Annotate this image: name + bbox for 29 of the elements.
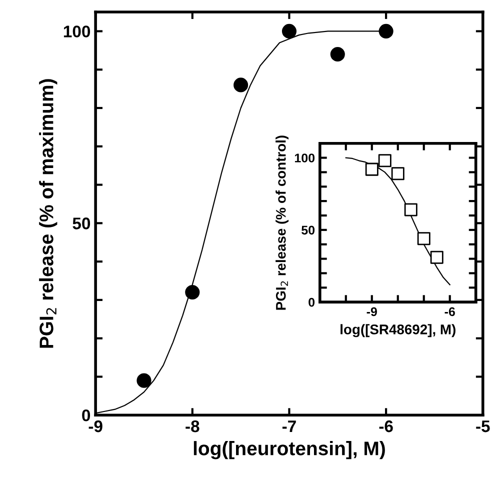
y-tick-label: 100 [64, 26, 90, 38]
y-tick-label: 100 [294, 154, 315, 162]
y-tick-label: 0 [82, 410, 90, 422]
x-tick-label: -9 [88, 420, 102, 432]
x-tick-label: -6 [444, 307, 455, 316]
y-axis-title: PGI$_{2}$ release (% of control) [276, 136, 289, 310]
point [417, 232, 430, 246]
x-axis-title: log([neurotensin], M) [194, 441, 385, 460]
point [430, 250, 444, 264]
x-axis-title: log([SR48692], M) [340, 324, 456, 338]
y-axis-title: PGI$_{2}$ release (% of maximum) [39, 79, 58, 348]
y-tick-label: 50 [72, 218, 90, 230]
point [378, 154, 392, 168]
x-tick-label: -5 [476, 420, 490, 432]
point [378, 24, 394, 38]
point [365, 162, 378, 176]
point [404, 203, 418, 216]
point [282, 24, 297, 38]
point [330, 46, 345, 62]
point [185, 284, 200, 300]
y-tick-label: 50 [302, 226, 315, 235]
x-tick-label: -9 [366, 307, 377, 316]
point [234, 78, 248, 92]
point [136, 373, 152, 388]
point [391, 167, 404, 180]
x-tick-label: -6 [379, 420, 393, 432]
y-tick-label: 0 [308, 298, 315, 307]
x-tick-label: -8 [186, 420, 200, 432]
x-tick-label: -7 [282, 420, 296, 432]
